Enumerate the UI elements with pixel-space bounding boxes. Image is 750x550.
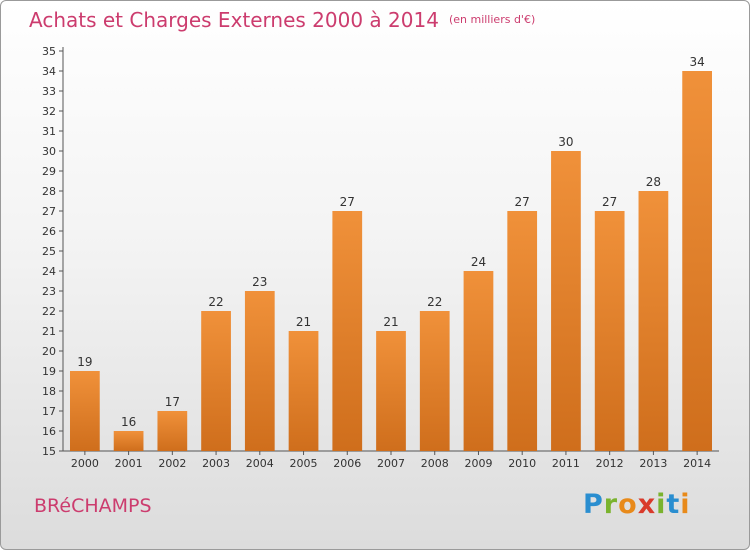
bar <box>288 331 319 451</box>
bar <box>419 311 450 451</box>
title-text: Achats et Charges Externes 2000 à 2014 <box>29 8 439 32</box>
y-tick-label: 34 <box>42 65 56 78</box>
y-tick-label: 33 <box>42 85 56 98</box>
data-label: 23 <box>252 275 267 289</box>
bar <box>157 411 188 451</box>
y-tick-label: 26 <box>42 225 56 238</box>
logo-letter: r <box>603 489 619 520</box>
x-tick-label: 2005 <box>290 457 318 470</box>
chart-title: Achats et Charges Externes 2000 à 2014 (e… <box>29 8 535 32</box>
x-tick-label: 2009 <box>464 457 492 470</box>
y-tick-label: 19 <box>42 365 56 378</box>
logo-letter: o <box>618 489 638 520</box>
x-tick-label: 2007 <box>377 457 405 470</box>
x-tick-label: 2003 <box>202 457 230 470</box>
y-tick-label: 25 <box>42 245 56 258</box>
data-label: 19 <box>77 355 92 369</box>
x-tick-label: 2012 <box>596 457 624 470</box>
y-tick-label: 18 <box>42 385 56 398</box>
data-label: 30 <box>558 135 573 149</box>
logo-letter: i <box>656 489 667 520</box>
y-tick-label: 27 <box>42 205 56 218</box>
logo-letter: x <box>637 489 657 520</box>
bar <box>682 71 713 451</box>
bar <box>376 331 406 451</box>
bar <box>332 211 363 451</box>
x-tick-label: 2002 <box>158 457 186 470</box>
data-label: 21 <box>383 315 398 329</box>
bar <box>69 371 100 451</box>
logo-letter: P <box>583 489 604 520</box>
x-tick-label: 2011 <box>552 457 580 470</box>
x-tick-label: 2004 <box>246 457 274 470</box>
proxiti-logo: Proxiti <box>583 489 691 520</box>
data-label: 24 <box>471 255 486 269</box>
x-tick-label: 2010 <box>508 457 536 470</box>
bar <box>638 191 669 451</box>
data-label: 17 <box>165 395 180 409</box>
y-tick-label: 20 <box>42 345 56 358</box>
data-label: 21 <box>296 315 311 329</box>
data-label: 22 <box>208 295 223 309</box>
x-tick-label: 2013 <box>639 457 667 470</box>
y-tick-label: 17 <box>42 405 56 418</box>
data-label: 16 <box>121 415 136 429</box>
x-tick-label: 2014 <box>683 457 711 470</box>
y-tick-label: 23 <box>42 285 56 298</box>
data-label: 22 <box>427 295 442 309</box>
y-tick-label: 31 <box>42 125 56 138</box>
y-tick-label: 28 <box>42 185 56 198</box>
data-label: 27 <box>602 195 617 209</box>
bar <box>507 211 538 451</box>
y-tick-label: 32 <box>42 105 56 118</box>
y-tick-label: 22 <box>42 305 56 318</box>
data-label: 34 <box>689 55 704 69</box>
bar <box>463 271 494 451</box>
logo-letter: i <box>680 489 691 520</box>
y-tick-label: 29 <box>42 165 56 178</box>
x-tick-label: 2001 <box>115 457 143 470</box>
y-tick-label: 35 <box>42 45 56 58</box>
bar <box>551 151 581 451</box>
x-tick-label: 2006 <box>333 457 361 470</box>
title-unit: (en milliers d'€) <box>448 13 536 26</box>
x-tick-label: 2000 <box>71 457 99 470</box>
bar <box>201 311 231 451</box>
bar <box>244 291 275 451</box>
y-tick-label: 24 <box>42 265 56 278</box>
logo-letter: t <box>666 489 681 520</box>
location-name: BRéCHAMPS <box>34 495 152 517</box>
bar <box>113 431 144 451</box>
y-tick-label: 15 <box>42 445 56 458</box>
data-label: 28 <box>646 175 661 189</box>
y-tick-label: 30 <box>42 145 56 158</box>
data-label: 27 <box>515 195 530 209</box>
y-tick-label: 21 <box>42 325 56 338</box>
y-tick-label: 16 <box>42 425 56 438</box>
data-label: 27 <box>340 195 355 209</box>
bar <box>594 211 625 451</box>
x-tick-label: 2008 <box>421 457 449 470</box>
